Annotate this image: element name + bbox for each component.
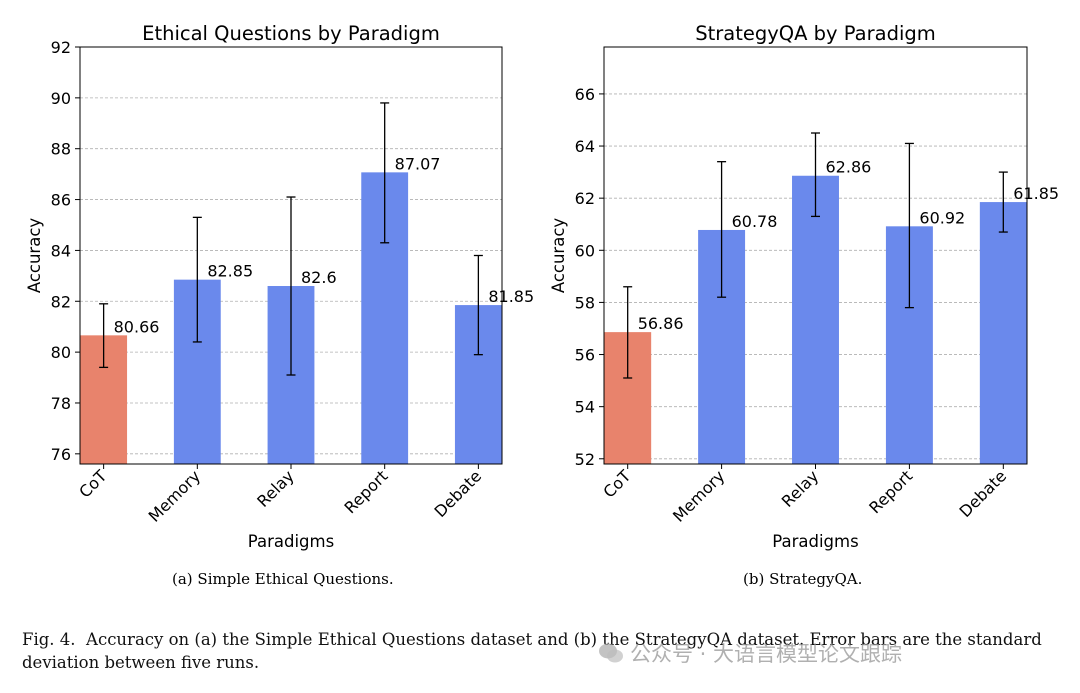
y-tick-label: 58	[575, 293, 595, 312]
y-axis-label: Accuracy	[549, 218, 568, 294]
data-label: 81.85	[488, 287, 534, 306]
x-tick-label: Memory	[145, 466, 204, 525]
data-label: 80.66	[114, 317, 160, 336]
y-tick-label: 76	[51, 445, 71, 464]
y-tick-label: 52	[575, 450, 595, 469]
x-tick-label: Debate	[956, 466, 1011, 521]
ethical-questions-chart: 76 78 80 82 84 86 88 90 92 80.66 82.85 82.6 87.07 81.…	[25, 22, 534, 551]
y-axis-label: Accuracy	[25, 218, 44, 294]
strategyqa-chart: 52 54 56 58 60 62 64 66 56.86 60.78 62.86 60.92 61.8…	[549, 22, 1059, 551]
y-tick-label: 84	[51, 241, 71, 260]
figure-label: Fig. 4.	[22, 630, 76, 649]
y-tick-label: 80	[51, 343, 71, 362]
bar-relay	[792, 175, 839, 464]
y-tick-label: 90	[51, 89, 71, 108]
x-axis-label: Paradigms	[248, 532, 334, 551]
y-tick-label: 56	[575, 346, 595, 365]
subcaption-a: (a) Simple Ethical Questions.	[172, 570, 394, 588]
y-tick-label: 64	[575, 137, 595, 156]
chart-title: Ethical Questions by Paradigm	[142, 22, 440, 45]
subcaption-b: (b) StrategyQA.	[743, 570, 863, 588]
chart-title: StrategyQA by Paradigm	[695, 22, 936, 45]
x-tick-label: Relay	[253, 466, 298, 511]
data-label: 56.86	[638, 314, 684, 333]
data-label: 61.85	[1013, 184, 1059, 203]
y-tick-label: 82	[51, 292, 71, 311]
data-label: 62.86	[826, 158, 872, 177]
x-tick-label: Report	[341, 466, 392, 517]
y-tick-label: 54	[575, 398, 595, 417]
data-label: 82.85	[207, 262, 253, 281]
data-label: 87.07	[395, 154, 441, 173]
data-label: 60.78	[732, 212, 778, 231]
figure-caption: Fig. 4. Accuracy on (a) the Simple Ethic…	[22, 628, 1067, 674]
y-tick-label: 66	[575, 85, 595, 104]
watermark: 公众号 · 大语言模型论文跟踪	[598, 638, 902, 668]
watermark-text: 公众号 · 大语言模型论文跟踪	[630, 642, 903, 666]
x-tick-label: CoT	[599, 466, 634, 501]
x-tick-label: Report	[865, 466, 916, 517]
y-tick-label: 88	[51, 140, 71, 159]
y-tick-label: 78	[51, 394, 71, 413]
figure-caption-text: Accuracy on (a) the Simple Ethical Quest…	[22, 630, 1042, 672]
wechat-icon	[599, 643, 623, 663]
x-tick-label: Memory	[669, 466, 728, 525]
x-axis-label: Paradigms	[772, 532, 858, 551]
x-tick-label: Relay	[778, 466, 823, 511]
y-tick-label: 92	[51, 38, 71, 57]
figure-charts: 76 78 80 82 84 86 88 90 92 80.66 82.85 82.6 87.07 81.…	[25, 22, 1059, 551]
bar-debate	[979, 202, 1027, 464]
x-tick-label: CoT	[75, 466, 110, 501]
data-label: 60.92	[919, 208, 965, 227]
data-label: 82.6	[301, 268, 337, 287]
plot-frame	[603, 46, 1028, 465]
y-tick-label: 62	[575, 189, 595, 208]
y-tick-label: 86	[51, 191, 71, 210]
x-tick-label: Debate	[431, 466, 486, 521]
plot-frame	[79, 46, 503, 465]
y-tick-label: 60	[575, 241, 595, 260]
